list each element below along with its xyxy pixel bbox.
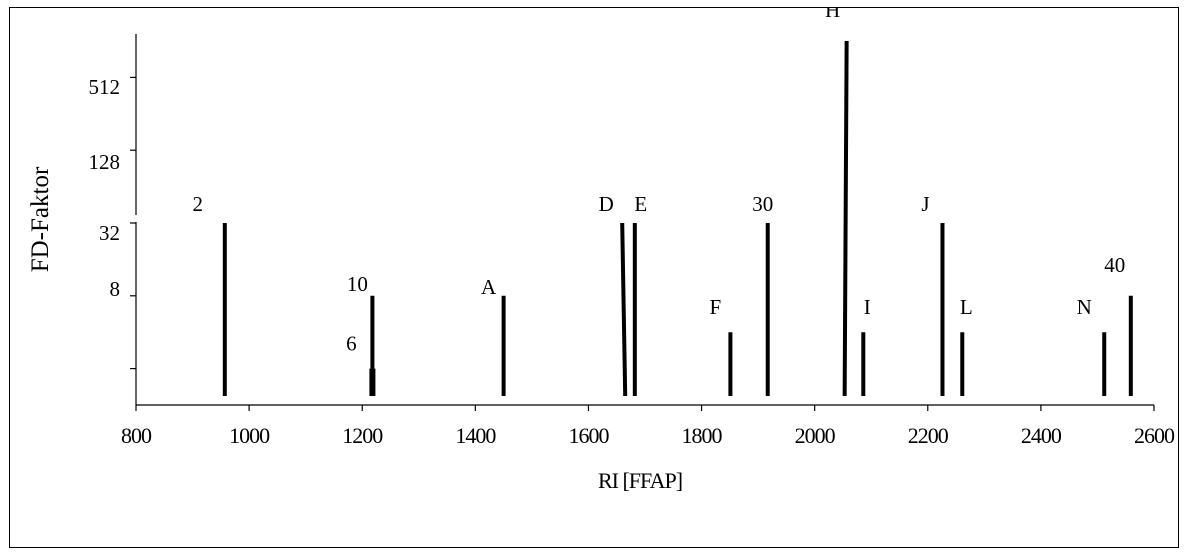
x-tick-label: 2000 bbox=[795, 423, 836, 448]
x-tick-label: 1600 bbox=[568, 423, 609, 448]
bars bbox=[222, 40, 1133, 397]
bar-label-D: D bbox=[599, 192, 614, 216]
x-tick-label: 2400 bbox=[1021, 423, 1062, 448]
chart-frame: 800 1000 1200 1400 1600 1800 2000 2200 2400 2600 … bbox=[9, 7, 1179, 548]
x-tick-label: 1400 bbox=[455, 423, 496, 448]
bar-D bbox=[620, 222, 628, 397]
bar-label-F: F bbox=[710, 295, 722, 319]
y-tick-label: 32 bbox=[99, 221, 120, 245]
axes bbox=[134, 34, 1154, 406]
fd-factor-chart: 800 1000 1200 1400 1600 1800 2000 2200 2400 2600 … bbox=[27, 8, 1176, 493]
x-tick-label: 1200 bbox=[342, 423, 383, 448]
y-tick-label: 8 bbox=[110, 277, 121, 301]
bar-label-6: 6 bbox=[346, 332, 357, 356]
x-axis-label: RI [FFAP] bbox=[598, 468, 682, 493]
bar-label-J: J bbox=[921, 192, 929, 216]
bar-label-E: E bbox=[634, 192, 647, 216]
bar-labels: 2 6 10 A D E F 30 H I J L N 40 bbox=[193, 8, 1126, 356]
bar-label-H: H bbox=[825, 8, 840, 22]
x-tick-label: 2200 bbox=[908, 423, 949, 448]
y-tick-label: 128 bbox=[89, 150, 121, 174]
y-ticks: 8 32 128 512 bbox=[89, 75, 136, 370]
y-axis-label: FD-Faktor bbox=[27, 166, 54, 272]
x-tick-label: 1000 bbox=[229, 423, 270, 448]
bar-label-30: 30 bbox=[752, 192, 773, 216]
bar-label-I: I bbox=[864, 295, 871, 319]
bar-label-A: A bbox=[481, 275, 497, 299]
bar-H bbox=[842, 40, 849, 397]
x-tick-label: 800 bbox=[121, 423, 152, 448]
bar-label-10: 10 bbox=[347, 272, 368, 296]
y-tick-label: 512 bbox=[89, 75, 121, 99]
x-tick-label: 1800 bbox=[682, 423, 723, 448]
bar-label-N: N bbox=[1077, 295, 1092, 319]
x-tick-label: 2600 bbox=[1134, 423, 1175, 448]
bar-label-L: L bbox=[960, 295, 973, 319]
x-ticks: 800 1000 1200 1400 1600 1800 2000 2200 2400 2600 bbox=[121, 405, 1176, 448]
bar-label-40: 40 bbox=[1104, 253, 1125, 277]
bar-label-2: 2 bbox=[193, 192, 204, 216]
